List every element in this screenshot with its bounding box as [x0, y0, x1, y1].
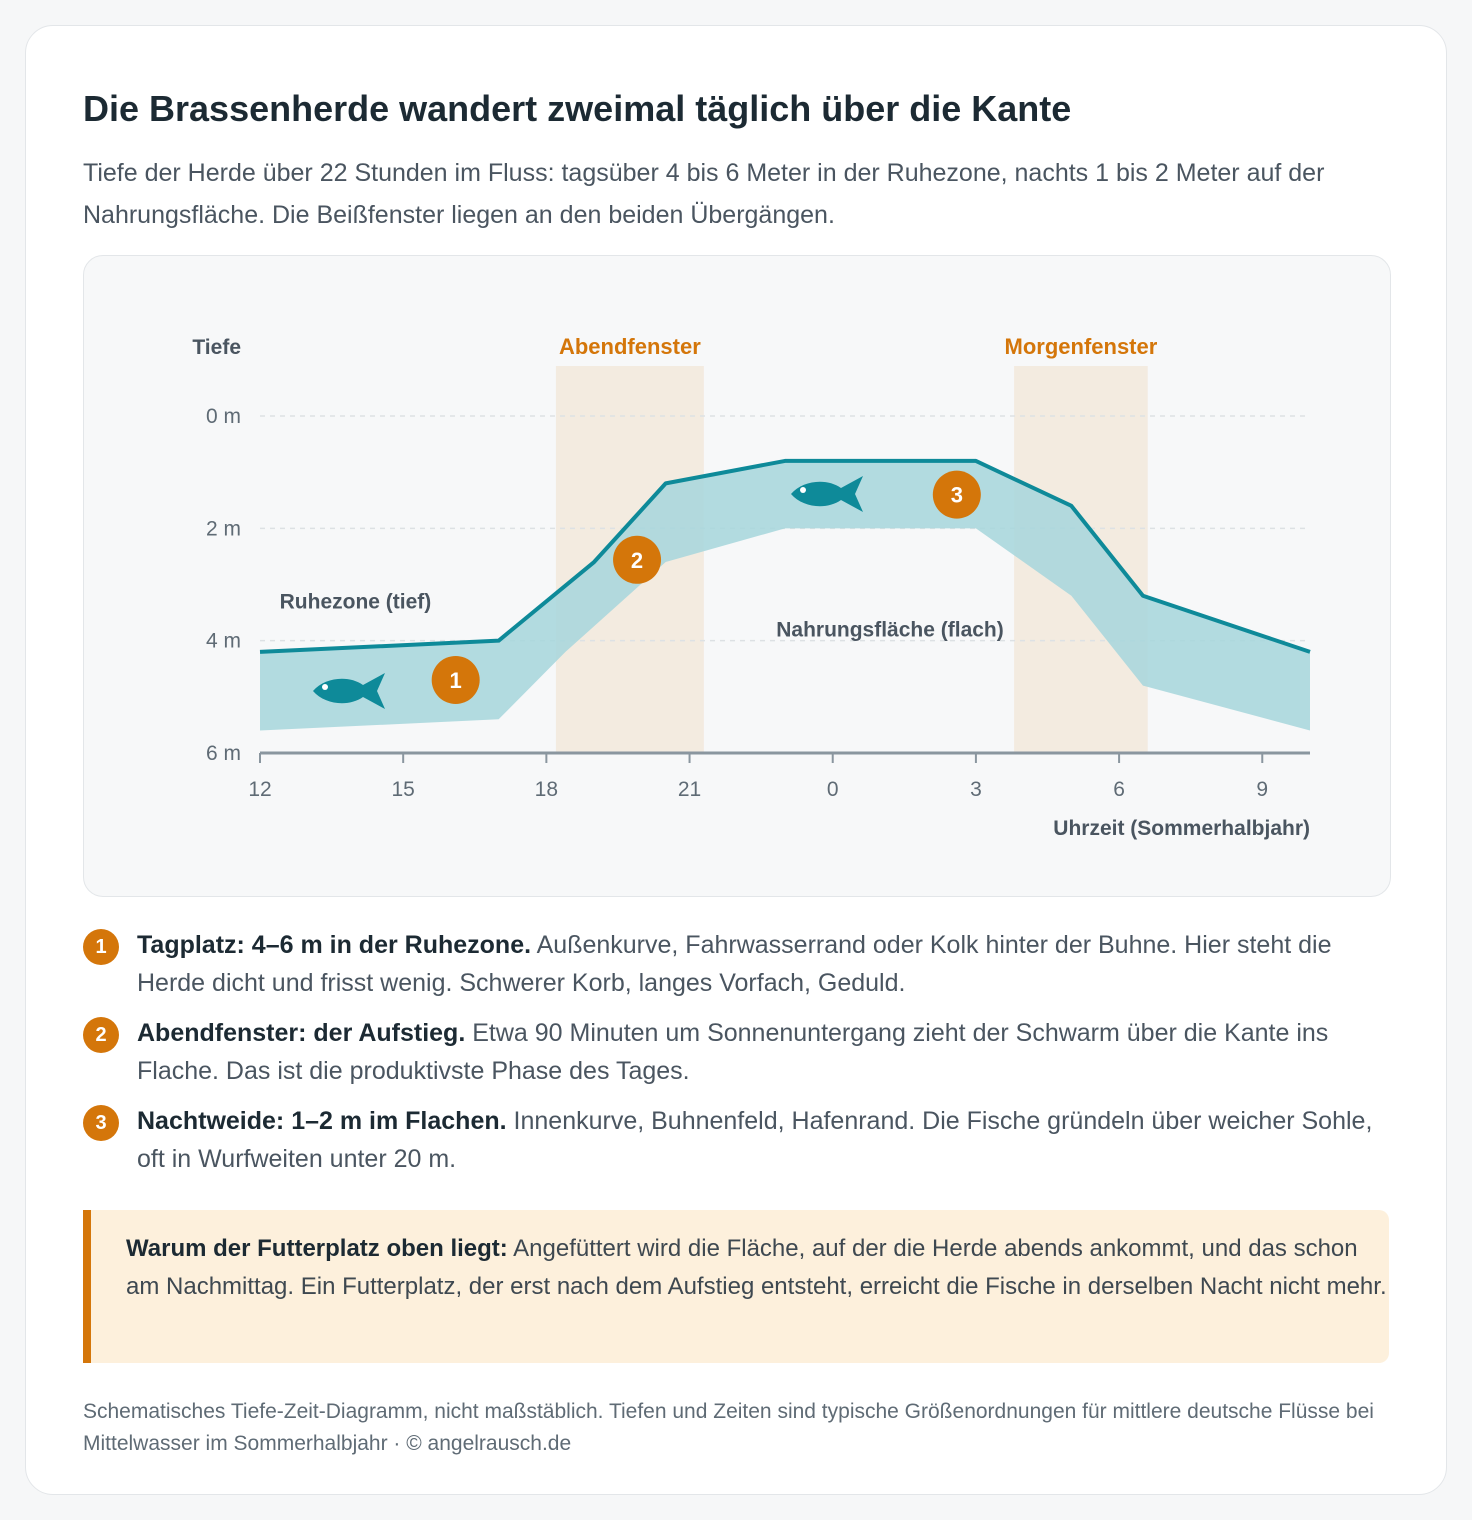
- x-tick-label: 9: [1256, 778, 1268, 801]
- x-tick-label: 6: [1113, 778, 1125, 801]
- legend-item: 3 Nachtweide: 1–2 m im Flachen. Innenkur…: [83, 1102, 1393, 1178]
- chart-box: Abendfenster Morgenfenster 0 m 2 m 4 m 6 m 1…: [83, 255, 1391, 897]
- fish: [313, 673, 385, 709]
- region-label: Ruhezone (tief): [280, 590, 432, 613]
- y-tick-label: 0 m: [206, 405, 241, 428]
- depth-band: [260, 460, 1310, 731]
- subtitle: Tiefe der Herde über 22 Stunden im Fluss…: [83, 159, 1325, 229]
- x-tick-label: 0: [827, 778, 839, 801]
- x-axis-label: Uhrzeit (Sommerhalbjahr): [1053, 817, 1310, 840]
- item-text: Abendfenster: der Aufstieg. Etwa 90 Minu…: [137, 1014, 1393, 1090]
- x-tick-label: 3: [970, 778, 982, 801]
- item-text: Tagplatz: 4–6 m in der Ruhezone. Außenku…: [137, 926, 1393, 1002]
- marker-label: 1: [450, 668, 462, 693]
- x-tick-label: 21: [678, 778, 701, 801]
- item-lead: Nachtweide: 1–2 m im Flachen.: [137, 1107, 507, 1135]
- fish: [791, 476, 863, 512]
- y-axis-label: Tiefe: [192, 336, 241, 359]
- window-label: Morgenfenster: [1005, 334, 1158, 359]
- marker: [431, 655, 480, 704]
- x-tick-label: 15: [392, 778, 415, 801]
- y-tick-label: 6 m: [206, 742, 241, 765]
- x-tick-label: 12: [248, 778, 271, 801]
- y-tick-label: 2 m: [206, 517, 241, 540]
- item-number: 1: [83, 929, 119, 965]
- item-body: Außenkurve, Fahrwasserrand oder Kolk hin…: [137, 931, 1332, 997]
- legend-item: 1 Tagplatz: 4–6 m in der Ruhezone. Außen…: [83, 926, 1393, 1002]
- region-label: Nahrungsfläche (flach): [776, 618, 1004, 641]
- note-body: Angefüttert wird die Fläche, auf der die…: [126, 1235, 1387, 1300]
- y-tick-label: 4 m: [206, 630, 241, 653]
- upper-edge: [259, 458, 1311, 654]
- item-text: Nachtweide: 1–2 m im Flachen. Innenkurve…: [137, 1102, 1393, 1178]
- fish-icons: [313, 476, 863, 709]
- marker-label: 2: [631, 548, 643, 573]
- item-lead: Abendfenster: der Aufstieg.: [137, 1019, 466, 1047]
- note-lead: Warum der Futterplatz oben liegt:: [126, 1235, 508, 1262]
- x-tick-label: 18: [535, 778, 558, 801]
- chart: Abendfenster Morgenfenster 0 m 2 m 4 m 6 m 1…: [192, 334, 1311, 840]
- item-body: Etwa 90 Minuten um Sonnenuntergang zieht…: [137, 1019, 1329, 1085]
- item-lead: Tagplatz: 4–6 m in der Ruhezone.: [137, 931, 532, 959]
- item-number: 2: [83, 1017, 119, 1053]
- marker: [932, 470, 981, 519]
- item-number: 3: [83, 1105, 119, 1141]
- item-body: Innenkurve, Buhnenfeld, Hafenrand. Die F…: [137, 1107, 1373, 1173]
- card: Die Brassenherde wandert zweimal täglich…: [25, 25, 1447, 1495]
- marker-label: 3: [951, 483, 963, 508]
- marker: [613, 535, 662, 584]
- legend-item: 2 Abendfenster: der Aufstieg. Etwa 90 Mi…: [83, 1014, 1393, 1090]
- window-label: Abendfenster: [559, 334, 701, 359]
- note: Warum der Futterplatz oben liegt: Angefü…: [83, 1210, 1389, 1363]
- title: Die Brassenherde wandert zweimal täglich…: [83, 88, 1072, 129]
- footer: Schematisches Tiefe-Zeit-Diagramm, nicht…: [83, 1400, 1374, 1455]
